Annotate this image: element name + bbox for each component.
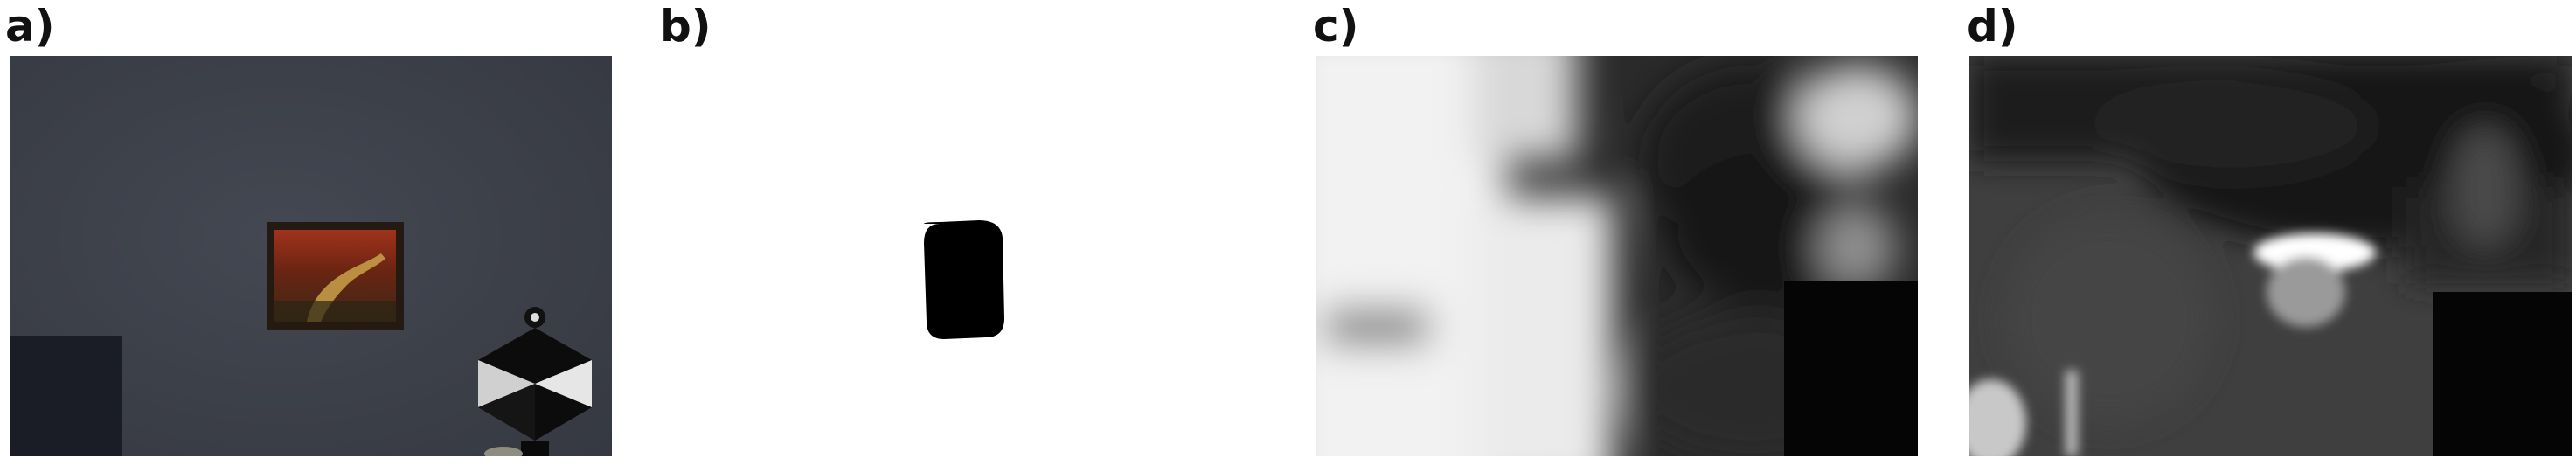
panel-label-b: b) (660, 1, 712, 52)
grayscale-map-d (1969, 56, 2572, 456)
pattern-target (478, 307, 592, 456)
photo-panel (10, 56, 612, 456)
map-panel-d (1969, 56, 2572, 456)
map-panel-c (1316, 56, 1918, 456)
painting (267, 222, 404, 330)
grayscale-map-c (1316, 56, 1918, 456)
panel-label-c: c) (1313, 1, 1359, 52)
panel-label-a: a) (5, 1, 55, 52)
dark-box (2433, 292, 2572, 456)
dark-box (1784, 281, 1918, 456)
monitor (10, 336, 122, 456)
mask-object (924, 220, 1004, 339)
panel-label-d: d) (1967, 1, 2018, 52)
room-photo (10, 56, 612, 456)
mask-panel (664, 56, 1267, 456)
mask-image (664, 56, 1267, 456)
